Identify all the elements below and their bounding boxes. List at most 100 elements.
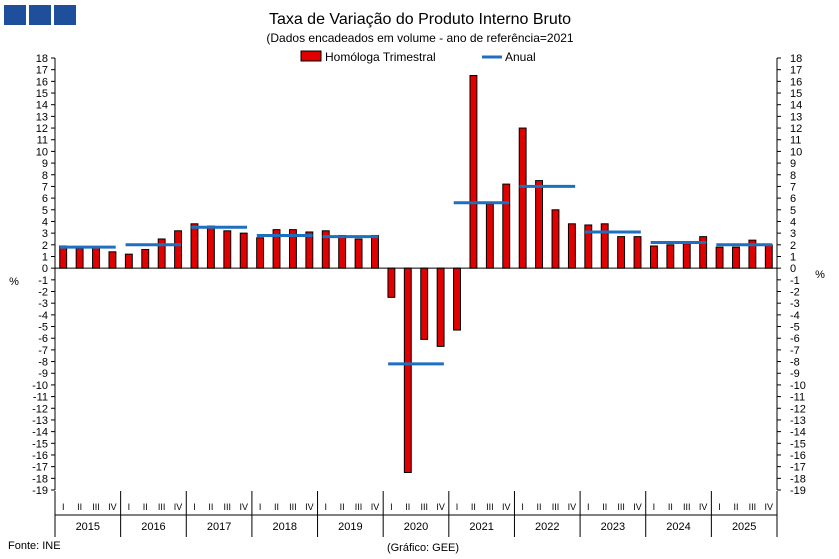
y-tick-label-left: 17 — [36, 65, 48, 77]
bar — [339, 235, 346, 268]
x-quarter-label: III — [749, 502, 757, 512]
y-tick-label-right: -13 — [790, 415, 806, 427]
y-tick-label-left: -10 — [32, 380, 48, 392]
y-tick-label-right: 2 — [790, 240, 796, 252]
y-tick-label-right: -6 — [790, 333, 800, 345]
x-year-label: 2019 — [338, 521, 362, 533]
x-quarter-label: III — [92, 502, 100, 512]
y-tick-label-right: -10 — [790, 380, 806, 392]
y-tick-label-left: 3 — [42, 228, 48, 240]
x-year-label: 2016 — [141, 521, 165, 533]
bar — [175, 231, 182, 268]
bar-series — [60, 76, 772, 473]
y-tick-label-left: -19 — [32, 485, 48, 497]
y-tick-label-right: -4 — [790, 310, 800, 322]
y-tick-label-right: -15 — [790, 438, 806, 450]
bar — [765, 245, 772, 268]
y-tick-label-right: -12 — [790, 403, 806, 415]
x-quarter-label: I — [324, 502, 327, 512]
bar — [240, 233, 247, 268]
y-tick-label-left: 6 — [42, 193, 48, 205]
bar — [634, 237, 641, 269]
y-tick-label-left: -14 — [32, 427, 48, 439]
y-tick-label-left: -15 — [32, 438, 48, 450]
bar — [76, 248, 83, 268]
y-tick-label-left: -9 — [38, 368, 48, 380]
y-tick-label-right: 6 — [790, 193, 796, 205]
y-tick-label-left: 0 — [42, 263, 48, 275]
y-tick-label-right: -16 — [790, 450, 806, 462]
x-quarter-label: IV — [502, 502, 511, 512]
bar — [224, 231, 231, 268]
bar — [60, 246, 67, 268]
y-tick-label-right: 0 — [790, 263, 796, 275]
bar — [486, 204, 493, 268]
y-tick-label-right: -2 — [790, 287, 800, 299]
x-quarter-label: III — [617, 502, 625, 512]
y-tick-label-right: -18 — [790, 473, 806, 485]
bar — [552, 210, 559, 268]
y-tick-label-left: 7 — [42, 181, 48, 193]
y-tick-label-left: -12 — [32, 403, 48, 415]
x-quarter-label: III — [289, 502, 297, 512]
x-quarter-label: II — [668, 502, 673, 512]
x-quarter-label: I — [521, 502, 524, 512]
y-tick-label-left: 14 — [36, 100, 48, 112]
y-tick-label-right: 1 — [790, 251, 796, 263]
legend-label-quarterly: Homóloga Trimestral — [325, 50, 436, 64]
x-quarter-label: IV — [436, 502, 445, 512]
bar — [519, 128, 526, 268]
x-year-label: 2025 — [732, 521, 756, 533]
bar — [207, 226, 214, 268]
bar — [125, 254, 132, 268]
y-tick-label-right: 3 — [790, 228, 796, 240]
y-tick-label-right: 16 — [790, 76, 802, 88]
bar — [733, 247, 740, 268]
x-year-label: 2022 — [535, 521, 559, 533]
y-tick-label-left: -13 — [32, 415, 48, 427]
y-tick-label-left: -3 — [38, 298, 48, 310]
y-tick-label-right: 4 — [790, 216, 796, 228]
y-tick-label-left: -7 — [38, 345, 48, 357]
y-tick-label-left: -5 — [38, 322, 48, 334]
y-axis-label-left: % — [9, 276, 19, 288]
y-tick-label-right: -5 — [790, 322, 800, 334]
x-year-label: 2021 — [469, 521, 493, 533]
bar — [667, 245, 674, 268]
bar — [454, 268, 461, 330]
y-tick-label-left: 1 — [42, 251, 48, 263]
x-quarter-label: IV — [568, 502, 577, 512]
y-tick-label-left: -18 — [32, 473, 48, 485]
bar — [470, 76, 477, 269]
y-tick-label-right: -17 — [790, 462, 806, 474]
y-tick-label-left: -8 — [38, 357, 48, 369]
x-quarter-label: I — [456, 502, 459, 512]
x-quarter-label: IV — [633, 502, 642, 512]
bar — [355, 239, 362, 268]
x-quarter-label: III — [683, 502, 691, 512]
x-quarter-label: I — [193, 502, 196, 512]
x-year-label: 2024 — [666, 521, 690, 533]
x-quarter-label: II — [537, 502, 542, 512]
y-tick-label-right: -11 — [790, 392, 805, 404]
x-quarter-label: III — [552, 502, 560, 512]
y-tick-label-left: 10 — [36, 146, 48, 158]
x-quarter-label: II — [143, 502, 148, 512]
x-year-label: 2018 — [272, 521, 296, 533]
x-quarter-label: IV — [371, 502, 380, 512]
x-quarter-label: II — [733, 502, 738, 512]
bar — [683, 244, 690, 269]
y-tick-label-left: 11 — [37, 135, 48, 147]
bar — [142, 249, 149, 268]
y-tick-label-left: -4 — [38, 310, 48, 322]
x-year-label: 2017 — [207, 521, 231, 533]
bar — [421, 268, 428, 339]
x-quarter-label: I — [259, 502, 262, 512]
x-quarter-label: II — [340, 502, 345, 512]
y-tick-label-left: 4 — [42, 216, 48, 228]
bar — [109, 252, 116, 268]
y-tick-label-right: 15 — [790, 88, 802, 100]
gdp-chart: Taxa de Variação do Produto Interno Brut… — [0, 0, 839, 559]
bar — [437, 268, 444, 346]
x-year-label: 2015 — [76, 521, 100, 533]
